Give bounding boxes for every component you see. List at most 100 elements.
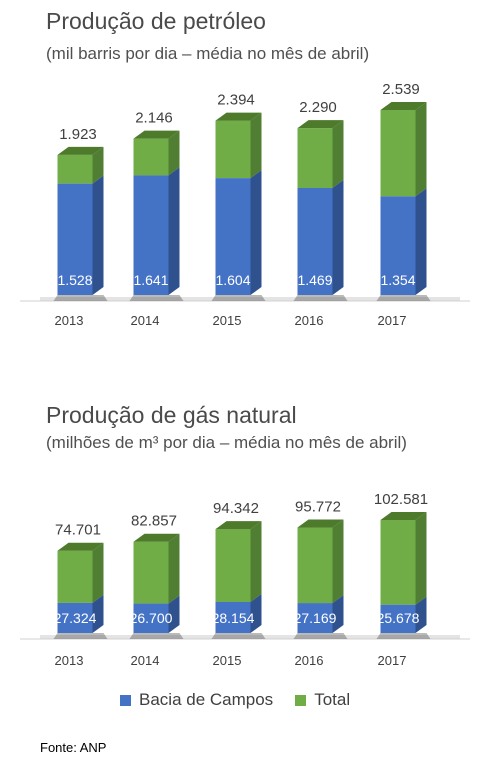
bar-total-side-2017	[415, 102, 427, 197]
bar-bacia-side-2016	[332, 595, 344, 633]
tick-label-2014: 2014	[131, 313, 160, 328]
tick-label-2015: 2015	[213, 313, 242, 328]
bar-bacia-side-2014	[168, 167, 180, 295]
bar-bacia-side-2014	[168, 595, 180, 633]
legend-swatch-total	[295, 694, 307, 706]
label-total-2016: 2.290	[299, 99, 337, 116]
label-total-2017: 102.581	[374, 491, 428, 508]
tick-label-2014: 2014	[131, 653, 160, 668]
label-bacia-2017: 1.354	[380, 272, 415, 288]
label-total-2017: 2.539	[382, 81, 420, 98]
bar-shadow	[129, 295, 184, 301]
label-bacia-2015: 1.604	[215, 272, 250, 288]
label-total-2014: 82.857	[131, 513, 177, 530]
bar-bacia-side-2013	[92, 594, 104, 633]
floor-shadow	[40, 635, 460, 639]
bar-bacia-2013	[57, 602, 93, 633]
bar-total-2013	[57, 550, 93, 603]
oil-chart-title: Produção de petróleo	[46, 8, 266, 34]
bar-bacia-2017	[380, 196, 416, 295]
bar-total-top-2013	[57, 542, 104, 551]
label-bacia-2015: 28.154	[212, 610, 255, 626]
bar-bacia-side-2017	[415, 188, 427, 295]
tick-label-2016: 2016	[295, 653, 324, 668]
bar-shadow	[376, 633, 431, 639]
label-total-2013: 74.701	[55, 522, 101, 539]
bar-total-2017	[380, 110, 416, 197]
bar-shadow	[376, 295, 431, 301]
label-bacia-2016: 1.469	[297, 272, 332, 288]
bar-total-top-2015	[215, 521, 262, 530]
bar-total-side-2016	[332, 519, 344, 604]
bar-shadow	[211, 295, 266, 301]
bar-bacia-2014	[133, 603, 169, 633]
legend-item-bacia: Bacia de Campos	[120, 690, 273, 710]
bar-shadow	[53, 295, 108, 301]
bar-total-top-2016	[297, 519, 344, 528]
bar-total-2014	[133, 138, 169, 176]
legend-label-total: Total	[314, 690, 351, 709]
label-total-2015: 94.342	[213, 500, 259, 517]
bar-total-2015	[215, 529, 251, 602]
floor-shadow	[40, 297, 460, 301]
bar-shadow	[53, 633, 108, 639]
gas-chart-title: Produção de gás natural	[46, 402, 297, 428]
oil-chart-subtitle: (mil barris por dia – média no mês de ab…	[46, 44, 370, 63]
bar-total-top-2017	[380, 512, 427, 520]
bar-total-top-2014	[133, 130, 180, 139]
bar-bacia-side-2015	[250, 170, 262, 295]
bar-shadow	[293, 633, 348, 639]
label-total-2014: 2.146	[135, 110, 173, 127]
bar-total-top-2016	[297, 120, 344, 129]
bar-total-2016	[297, 527, 333, 604]
bar-total-side-2014	[168, 130, 180, 176]
bar-total-2016	[297, 128, 333, 188]
bar-total-side-2014	[168, 533, 180, 604]
bar-total-side-2015	[250, 112, 262, 179]
tick-label-2013: 2013	[55, 653, 84, 668]
bar-shadow	[293, 295, 348, 301]
bar-total-side-2013	[92, 542, 104, 603]
bar-total-side-2013	[92, 146, 104, 184]
label-total-2016: 95.772	[295, 499, 341, 516]
tick-label-2013: 2013	[55, 313, 84, 328]
label-bacia-2017: 25.678	[377, 610, 420, 626]
bar-bacia-2016	[297, 603, 333, 633]
label-total-2015: 2.394	[217, 92, 255, 109]
tick-label-2016: 2016	[295, 313, 324, 328]
bar-bacia-side-2017	[415, 596, 427, 633]
bar-total-top-2013	[57, 146, 104, 155]
gas-chart-subtitle: (milhões de m³ por dia – média no mês de…	[46, 433, 407, 452]
bar-total-top-2014	[133, 533, 180, 542]
legend: Bacia de Campos Total	[120, 690, 372, 710]
bar-total-2015	[215, 120, 251, 179]
bar-shadow	[211, 633, 266, 639]
bar-shadow	[129, 633, 184, 639]
bar-total-top-2017	[380, 102, 427, 110]
bar-total-side-2016	[332, 120, 344, 188]
label-total-2013: 1.923	[59, 126, 97, 143]
bar-bacia-2013	[57, 183, 93, 295]
bar-bacia-2015	[215, 601, 251, 633]
bar-total-top-2015	[215, 112, 262, 121]
tick-label-2017: 2017	[378, 653, 407, 668]
bar-bacia-2016	[297, 187, 333, 295]
bar-bacia-2014	[133, 175, 169, 295]
legend-item-total: Total	[295, 690, 350, 710]
source-note: Fonte: ANP	[40, 740, 107, 755]
gas-production-chart: 74.701 27.324 2013 82.857 26.700 2014 94.342 28…	[20, 491, 470, 668]
tick-label-2017: 2017	[378, 313, 407, 328]
bar-total-2013	[57, 154, 93, 184]
legend-label-bacia: Bacia de Campos	[139, 690, 274, 709]
legend-swatch-bacia	[120, 694, 131, 706]
bar-total-side-2017	[415, 512, 427, 605]
label-bacia-2013: 27.324	[54, 610, 97, 626]
bar-total-side-2015	[250, 521, 262, 602]
bar-bacia-2017	[380, 604, 416, 633]
label-bacia-2014: 1.641	[133, 272, 168, 288]
bar-bacia-side-2013	[92, 175, 104, 295]
bar-total-2014	[133, 541, 169, 604]
label-bacia-2014: 26.700	[130, 610, 173, 626]
bar-total-2017	[380, 520, 416, 605]
oil-production-chart: 1.923 1.528 2013 2.146 1.641 2014 2.394 1.604 20…	[20, 81, 470, 328]
